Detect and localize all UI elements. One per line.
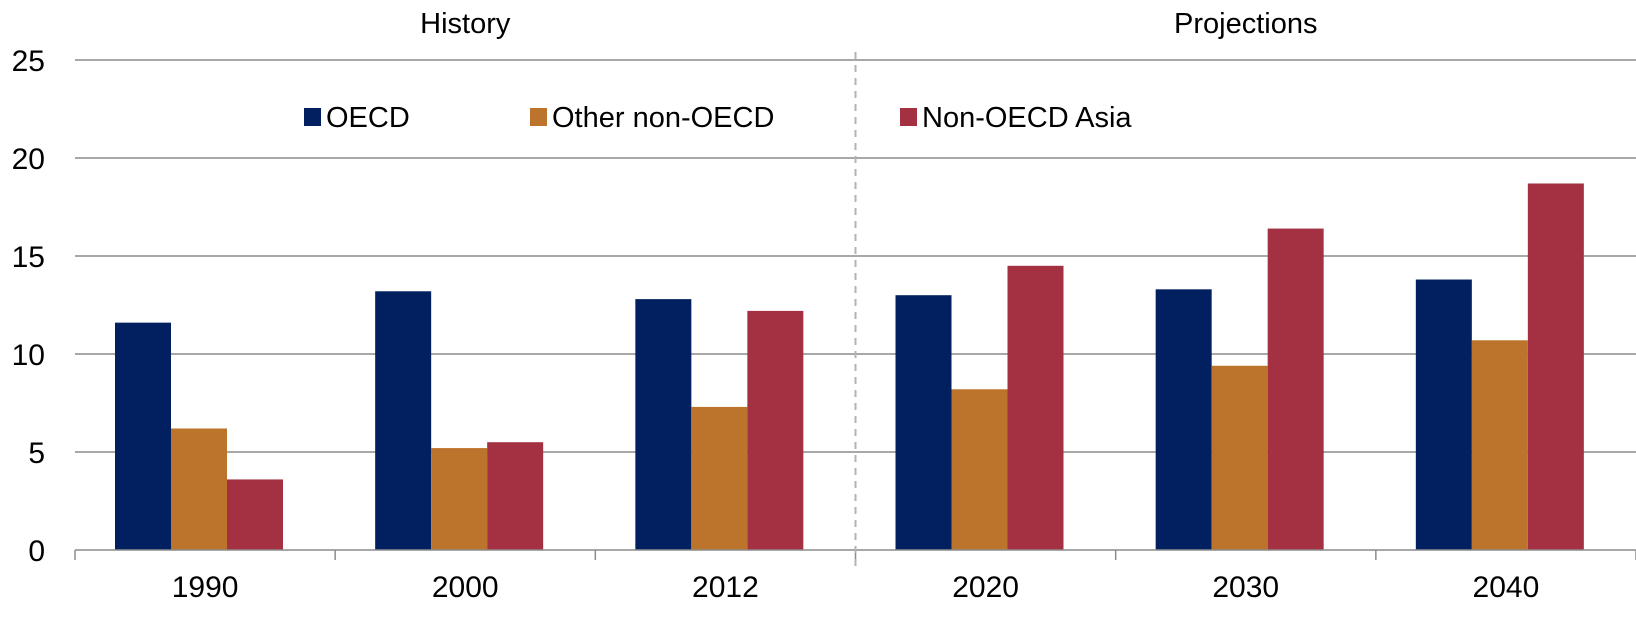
section-label: Projections xyxy=(1174,8,1317,40)
bar-oecd xyxy=(375,291,432,550)
y-tick-label: 0 xyxy=(28,535,45,568)
x-category-label: 2012 xyxy=(692,571,759,604)
bar-non-oecd-asia xyxy=(1527,183,1584,551)
x-category-label: 2040 xyxy=(1473,571,1540,604)
axes: 0 5 10 15 20 25 1990 2000 2012 2020 2030 2040 xyxy=(12,45,1636,604)
bar-non-oecd-asia xyxy=(1007,265,1064,550)
bar-non-oecd-asia xyxy=(1267,228,1324,550)
gridlines xyxy=(75,59,1636,453)
legend-label: Non-OECD Asia xyxy=(922,102,1132,134)
bar-other-non-oecd xyxy=(691,406,748,550)
x-category-label: 2020 xyxy=(952,571,1019,604)
legend: OECD Other non-OECD Non-OECD Asia xyxy=(304,102,1132,134)
bar-oecd xyxy=(1155,289,1212,550)
x-category-label: 2030 xyxy=(1212,571,1279,604)
bar-oecd xyxy=(635,299,692,550)
x-category-label: 2000 xyxy=(432,571,499,604)
y-tick-label: 20 xyxy=(12,143,45,176)
y-tick-label: 15 xyxy=(12,241,45,274)
legend-swatch xyxy=(530,108,547,126)
bar-oecd xyxy=(115,322,171,550)
bar-other-non-oecd xyxy=(171,428,227,550)
legend-label: Other non-OECD xyxy=(552,102,774,134)
x-category-label: 1990 xyxy=(172,571,239,604)
bar-non-oecd-asia xyxy=(227,479,283,550)
y-tick-label: 10 xyxy=(12,339,45,372)
legend-swatch xyxy=(304,108,321,126)
bar-other-non-oecd xyxy=(951,389,1008,550)
bar-other-non-oecd xyxy=(1471,340,1528,550)
legend-label: OECD xyxy=(326,102,410,134)
bar-oecd xyxy=(895,295,952,550)
y-tick-label: 25 xyxy=(12,45,45,78)
legend-swatch xyxy=(900,108,917,126)
bar-other-non-oecd xyxy=(1211,365,1268,550)
bar-oecd xyxy=(1415,279,1472,550)
bar-non-oecd-asia xyxy=(487,442,544,550)
section-labels: History Projections xyxy=(420,8,1317,566)
bar-other-non-oecd xyxy=(431,448,488,550)
section-label: History xyxy=(420,8,511,40)
y-tick-label: 5 xyxy=(28,437,45,470)
bars xyxy=(115,183,1584,551)
bar-non-oecd-asia xyxy=(747,310,804,550)
